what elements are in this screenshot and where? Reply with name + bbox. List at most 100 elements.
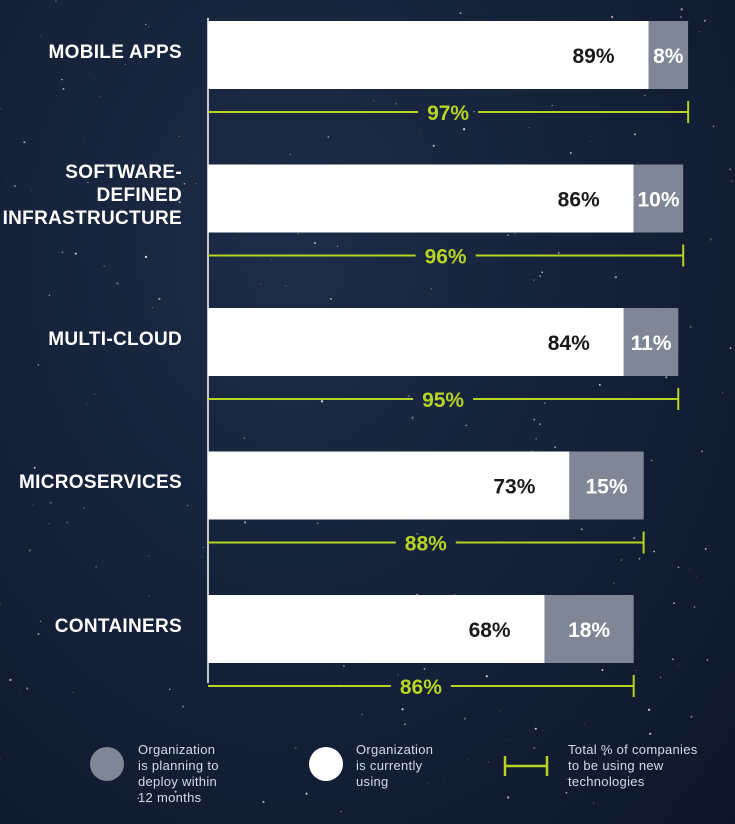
- star: [485, 675, 488, 678]
- star: [124, 63, 126, 65]
- star: [531, 739, 533, 741]
- star: [83, 507, 86, 510]
- star: [148, 595, 150, 597]
- star: [612, 582, 616, 585]
- star: [731, 180, 734, 183]
- star: [535, 723, 537, 724]
- star: [463, 717, 466, 720]
- star: [729, 347, 732, 350]
- star: [589, 140, 591, 142]
- star: [411, 418, 413, 420]
- star: [20, 692, 22, 694]
- star: [195, 183, 197, 185]
- star: [507, 796, 510, 799]
- star: [14, 185, 16, 187]
- star: [33, 466, 36, 469]
- star: [87, 181, 89, 184]
- star: [0, 602, 1, 605]
- star: [103, 265, 105, 267]
- star: [0, 107, 2, 110]
- star: [363, 100, 364, 101]
- bar-using: [208, 451, 570, 520]
- star: [61, 78, 63, 81]
- star: [653, 550, 656, 553]
- star: [91, 42, 93, 44]
- star: [10, 461, 11, 462]
- bar-using: [208, 164, 634, 233]
- star: [426, 783, 429, 785]
- category-label: SOFTWARE- DEFINED INFRASTRUCTURE: [2, 162, 182, 229]
- star: [432, 144, 435, 147]
- star: [186, 504, 189, 507]
- star: [9, 678, 12, 682]
- star: [289, 153, 292, 156]
- legend-label-total: Total % of companies to be using new tec…: [568, 742, 698, 789]
- star: [330, 297, 332, 300]
- total-value-label: 86%: [400, 676, 442, 699]
- star: [690, 715, 693, 718]
- star: [182, 705, 185, 708]
- star: [601, 669, 604, 671]
- star: [48, 522, 50, 525]
- star: [32, 504, 34, 506]
- star: [499, 710, 501, 712]
- value-label-using: 68%: [469, 619, 511, 642]
- star: [416, 532, 419, 535]
- star: [677, 566, 680, 569]
- legend-label-planning: Organization is planning to deploy withi…: [138, 742, 219, 805]
- star: [660, 676, 662, 679]
- bar-planning: [544, 595, 634, 663]
- star: [144, 198, 147, 201]
- star: [151, 195, 154, 198]
- star: [83, 140, 85, 142]
- bar-using: [208, 308, 624, 376]
- star: [64, 339, 66, 340]
- star: [98, 95, 101, 98]
- star: [316, 522, 319, 525]
- star: [673, 602, 675, 605]
- star: [49, 501, 52, 504]
- total-value-label: 97%: [427, 102, 469, 125]
- star: [712, 125, 715, 128]
- star: [651, 459, 653, 462]
- value-label-using: 89%: [572, 45, 614, 68]
- star: [158, 297, 161, 300]
- star: [565, 791, 568, 794]
- star: [74, 252, 77, 255]
- star: [55, 0, 57, 3]
- star: [633, 536, 636, 540]
- bar-planning: [648, 21, 689, 89]
- star: [620, 559, 623, 561]
- star: [603, 753, 606, 756]
- star: [86, 402, 88, 404]
- star: [531, 449, 533, 452]
- bar-planning: [633, 164, 684, 233]
- star: [178, 135, 181, 138]
- star: [48, 294, 51, 297]
- star: [534, 727, 537, 730]
- star: [116, 282, 119, 285]
- star: [243, 437, 246, 439]
- total-value-label: 88%: [405, 533, 447, 556]
- star: [444, 778, 446, 780]
- star: [626, 442, 627, 444]
- bar-using: [208, 21, 649, 89]
- star: [680, 8, 683, 11]
- star: [689, 569, 691, 571]
- star: [201, 556, 203, 558]
- star: [457, 539, 459, 541]
- star: [419, 132, 421, 134]
- bar-planning: [623, 308, 679, 376]
- star: [135, 436, 137, 437]
- star: [649, 732, 652, 735]
- star: [487, 760, 490, 763]
- star: [59, 81, 61, 83]
- star: [557, 252, 560, 254]
- category-label: CONTAINERS: [54, 615, 182, 637]
- star: [137, 797, 140, 800]
- star: [144, 255, 148, 259]
- star: [72, 691, 74, 693]
- star: [244, 521, 247, 524]
- star: [507, 234, 510, 237]
